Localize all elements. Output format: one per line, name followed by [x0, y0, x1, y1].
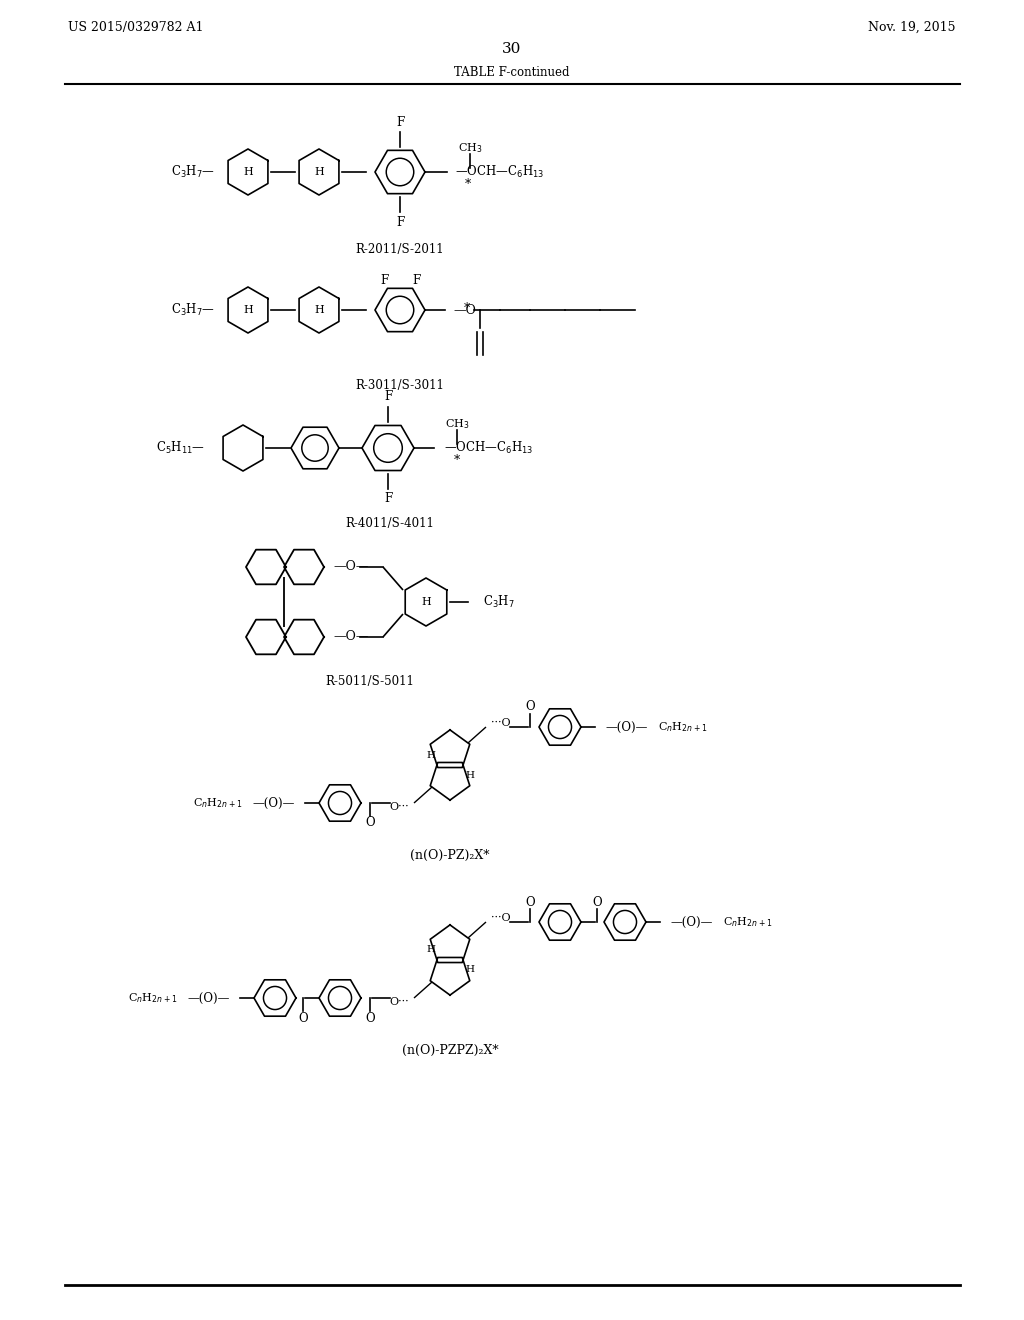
Text: —OCH—C$_6$H$_{13}$: —OCH—C$_6$H$_{13}$	[444, 440, 534, 455]
Text: H: H	[426, 751, 435, 759]
Text: ···O: ···O	[490, 718, 511, 729]
Text: F: F	[384, 391, 392, 404]
Text: O: O	[366, 1011, 375, 1024]
Text: —O: —O	[453, 304, 476, 317]
Text: O: O	[366, 817, 375, 829]
Text: F: F	[396, 116, 404, 128]
Text: *: *	[465, 178, 471, 191]
Text: H: H	[426, 945, 435, 954]
Text: F: F	[384, 492, 392, 506]
Text: —(O)—: —(O)—	[670, 916, 713, 928]
Text: H: H	[465, 965, 474, 974]
Text: US 2015/0329782 A1: US 2015/0329782 A1	[68, 21, 204, 33]
Text: ···O: ···O	[490, 913, 511, 923]
Text: C$_3$H$_7$: C$_3$H$_7$	[483, 594, 515, 610]
Text: TABLE F-continued: TABLE F-continued	[455, 66, 569, 78]
Text: O···: O···	[389, 803, 409, 812]
Text: *: *	[464, 301, 470, 314]
Text: —O—: —O—	[333, 631, 369, 644]
Text: —OCH—C$_6$H$_{13}$: —OCH—C$_6$H$_{13}$	[455, 164, 544, 180]
Text: H: H	[421, 597, 431, 607]
Text: O: O	[592, 895, 602, 908]
Text: H: H	[314, 305, 324, 315]
Text: R-3011/S-3011: R-3011/S-3011	[355, 379, 444, 392]
Text: O: O	[525, 895, 535, 908]
Text: C$_3$H$_7$—: C$_3$H$_7$—	[171, 302, 215, 318]
Text: C$_n$H$_{2n+1}$: C$_n$H$_{2n+1}$	[658, 721, 708, 734]
Text: F: F	[396, 215, 404, 228]
Text: O: O	[525, 701, 535, 714]
Text: C$_5$H$_{11}$—: C$_5$H$_{11}$—	[156, 440, 205, 455]
Text: CH$_3$: CH$_3$	[458, 141, 482, 154]
Text: —O—: —O—	[333, 561, 369, 573]
Text: R-5011/S-5011: R-5011/S-5011	[326, 676, 415, 689]
Text: O···: O···	[389, 997, 409, 1007]
Text: R-4011/S-4011: R-4011/S-4011	[345, 516, 434, 529]
Text: O: O	[298, 1011, 308, 1024]
Text: (n(O)-PZ)₂X*: (n(O)-PZ)₂X*	[411, 849, 489, 862]
Text: C$_n$H$_{2n+1}$: C$_n$H$_{2n+1}$	[193, 796, 242, 810]
Text: H: H	[243, 305, 253, 315]
Text: Nov. 19, 2015: Nov. 19, 2015	[868, 21, 956, 33]
Text: —(O)—: —(O)—	[605, 721, 647, 734]
Text: —(O)—: —(O)—	[187, 991, 230, 1005]
Text: (n(O)-PZPZ)₂X*: (n(O)-PZPZ)₂X*	[401, 1044, 499, 1056]
Text: —(O)—: —(O)—	[253, 796, 295, 809]
Text: C$_n$H$_{2n+1}$: C$_n$H$_{2n+1}$	[723, 915, 772, 929]
Text: C$_3$H$_7$—: C$_3$H$_7$—	[171, 164, 215, 180]
Text: H: H	[314, 168, 324, 177]
Text: F: F	[380, 273, 388, 286]
Text: *: *	[454, 454, 460, 467]
Text: F: F	[412, 273, 420, 286]
Text: H: H	[465, 771, 474, 780]
Text: C$_n$H$_{2n+1}$: C$_n$H$_{2n+1}$	[128, 991, 177, 1005]
Text: 30: 30	[503, 42, 521, 55]
Text: CH$_3$: CH$_3$	[444, 417, 469, 430]
Text: H: H	[243, 168, 253, 177]
Text: R-2011/S-2011: R-2011/S-2011	[355, 243, 444, 256]
